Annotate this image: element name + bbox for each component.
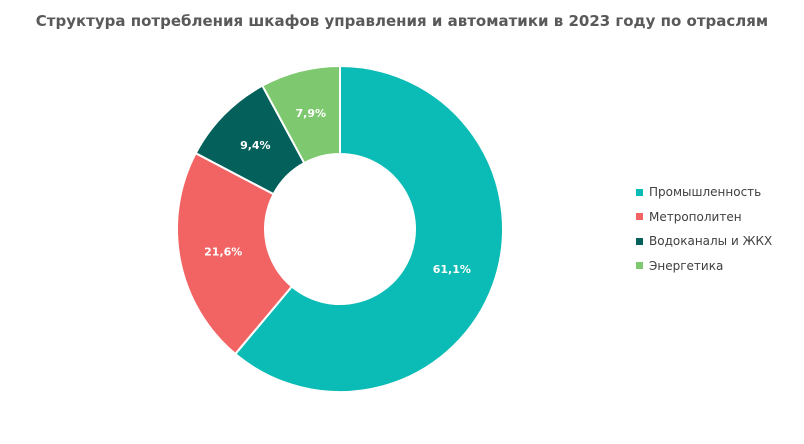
legend-swatch bbox=[636, 237, 643, 245]
data-label-industry: 61,1% bbox=[433, 263, 471, 276]
data-label-water-utilities: 9,4% bbox=[240, 139, 271, 152]
legend-label: Энергетика bbox=[649, 258, 724, 273]
legend-label: Метрополитен bbox=[649, 209, 742, 224]
legend-label: Водоканалы и ЖКХ bbox=[649, 234, 773, 249]
donut-data-labels: 61,1% 21,6% 9,4% 7,9% bbox=[204, 107, 471, 276]
legend-item-water-utilities: Водоканалы и ЖКХ bbox=[636, 229, 772, 254]
legend-swatch bbox=[636, 213, 643, 221]
slice-energy bbox=[261, 64, 341, 165]
slice-metro bbox=[176, 151, 294, 356]
legend-item-energy: Энергетика bbox=[636, 254, 772, 279]
legend-swatch bbox=[636, 188, 643, 196]
donut-slices bbox=[176, 64, 504, 393]
legend: Промышленность Метрополитен Водоканалы и… bbox=[636, 180, 772, 278]
chart-title: Структура потребления шкафов управления … bbox=[35, 12, 769, 30]
data-label-metro: 21,6% bbox=[204, 246, 242, 259]
data-label-energy: 7,9% bbox=[296, 107, 327, 120]
legend-label: Промышленность bbox=[649, 185, 762, 200]
legend-swatch bbox=[636, 262, 643, 270]
legend-item-industry: Промышленность bbox=[636, 180, 772, 205]
legend-item-metro: Метрополитен bbox=[636, 205, 772, 230]
slice-industry bbox=[233, 64, 504, 393]
